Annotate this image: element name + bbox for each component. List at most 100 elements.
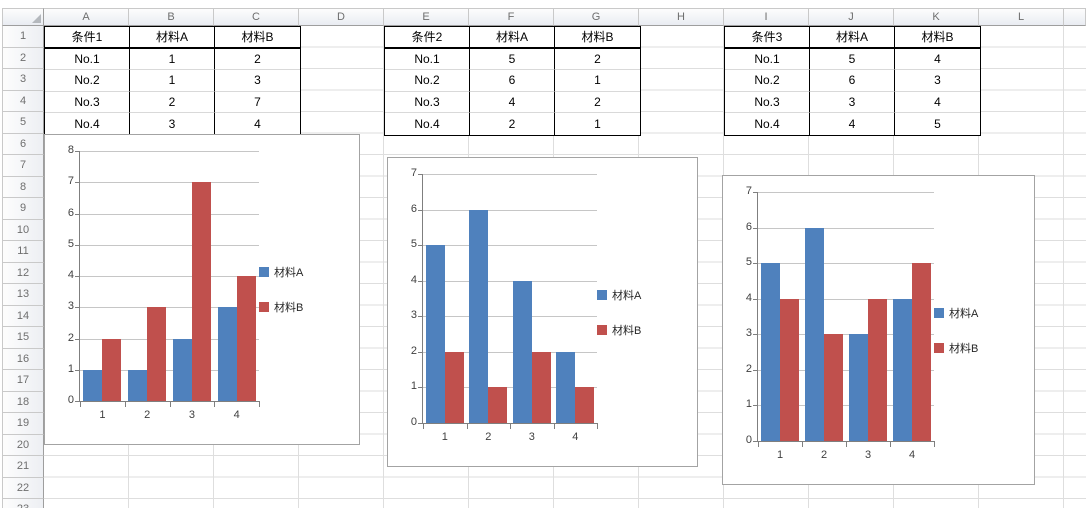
table-cell[interactable]: 2 xyxy=(555,92,640,113)
row-header-15[interactable]: 15 xyxy=(2,327,44,349)
table-header-cell[interactable]: 材料B xyxy=(895,27,980,49)
row-header-7[interactable]: 7 xyxy=(2,155,44,177)
row-header-6[interactable]: 6 xyxy=(2,133,44,155)
table-cell[interactable]: 4 xyxy=(470,91,555,113)
table-cell[interactable]: 4 xyxy=(810,113,895,135)
table-cell[interactable]: 4 xyxy=(254,116,261,131)
table-cell[interactable]: 7 xyxy=(215,92,300,113)
table-cell[interactable]: 6 xyxy=(470,70,555,92)
table-cell[interactable]: No.1 xyxy=(725,48,810,70)
table-cell[interactable]: No.3 xyxy=(725,91,810,113)
x-axis-tick-mark xyxy=(214,401,216,407)
table-cell[interactable]: No.1 xyxy=(45,48,130,70)
column-header-K[interactable]: K xyxy=(894,8,979,26)
chart-condition3[interactable]: 0 1 2 3 4 5 6 7 1 2 3 4 材料A 材料B xyxy=(722,175,1035,485)
row-header-20[interactable]: 20 xyxy=(2,434,44,456)
legend-item-材料B: 材料B xyxy=(597,322,695,338)
column-header-F[interactable]: F xyxy=(469,8,554,26)
bar-group-4 xyxy=(890,192,934,441)
table-header-cell[interactable]: 材料A xyxy=(470,27,555,49)
chart-condition2[interactable]: 0 1 2 3 4 5 6 7 1 2 3 4 材料A 材料B xyxy=(387,157,698,467)
row-header-11[interactable]: 11 xyxy=(2,241,44,263)
table-cell[interactable]: 3 xyxy=(130,113,215,135)
row-header-5[interactable]: 5 xyxy=(2,112,44,134)
row-header-8[interactable]: 8 xyxy=(2,176,44,198)
table-cell[interactable]: 5 xyxy=(470,48,555,70)
table-cell[interactable]: 3 xyxy=(215,70,300,92)
column-header-J[interactable]: J xyxy=(809,8,894,26)
table-cell[interactable]: No.2 xyxy=(725,70,810,92)
table-header-cell[interactable]: 条件3 xyxy=(725,27,810,49)
bar-材料A-3 xyxy=(512,280,532,423)
data-table-condition2[interactable]: 条件2 材料A 材料B No.1 5 2 No.2 6 1 No.3 4 2 No.4 2 1 xyxy=(384,26,641,136)
column-header-H[interactable]: H xyxy=(639,8,724,26)
column-header-C[interactable]: C xyxy=(214,8,299,26)
column-header-D[interactable]: D xyxy=(299,8,384,26)
row-header-23[interactable]: 23 xyxy=(2,499,44,508)
data-table-condition3[interactable]: 条件3 材料A 材料B No.1 5 4 No.2 6 3 No.3 3 4 No.4 4 5 xyxy=(724,26,981,136)
row-header-2[interactable]: 2 xyxy=(2,47,44,69)
table-header-cell[interactable]: 材料A xyxy=(810,27,895,49)
table-cell[interactable]: 2 xyxy=(555,49,640,70)
row-header-17[interactable]: 17 xyxy=(2,370,44,392)
table-cell[interactable]: 4 xyxy=(895,92,980,113)
table-cell[interactable]: No.1 xyxy=(385,48,470,70)
bar-材料B-4 xyxy=(912,263,931,441)
table-cell[interactable]: No.3 xyxy=(385,91,470,113)
row-header-12[interactable]: 12 xyxy=(2,262,44,284)
table-cell[interactable]: 2 xyxy=(470,113,555,135)
table-cell[interactable]: No.3 xyxy=(45,91,130,113)
column-header-B[interactable]: B xyxy=(129,8,214,26)
row-header-18[interactable]: 18 xyxy=(2,391,44,413)
row-header-4[interactable]: 4 xyxy=(2,90,44,112)
column-header-G[interactable]: G xyxy=(554,8,639,26)
table-cell[interactable]: 1 xyxy=(594,116,601,131)
table-header-cell[interactable]: 材料B xyxy=(215,27,300,49)
table-header-cell[interactable]: 条件2 xyxy=(385,27,470,49)
column-header-A[interactable]: A xyxy=(44,8,129,26)
row-header-14[interactable]: 14 xyxy=(2,305,44,327)
table-cell[interactable]: 4 xyxy=(895,49,980,70)
table-header-cell[interactable]: 条件1 xyxy=(45,27,130,49)
row-header-1[interactable]: 1 xyxy=(2,26,44,48)
legend-swatch-icon xyxy=(597,289,607,300)
chart-condition1[interactable]: 0 1 2 3 4 5 6 7 8 1 2 3 4 材料A 材料B xyxy=(44,134,360,445)
select-all-button[interactable] xyxy=(2,8,44,26)
table-cell[interactable]: No.4 xyxy=(725,113,810,135)
data-table-condition1[interactable]: 条件1 材料A 材料B No.1 1 2 No.2 1 3 No.3 2 7 No.4 3 4 xyxy=(44,26,301,136)
table-cell[interactable]: 6 xyxy=(810,70,895,92)
table-cell[interactable]: No.2 xyxy=(385,70,470,92)
y-axis-tick-label: 3 xyxy=(67,300,74,313)
table-cell[interactable]: 3 xyxy=(810,91,895,113)
table-cell[interactable]: No.4 xyxy=(45,113,130,135)
row-header-9[interactable]: 9 xyxy=(2,198,44,220)
row-header-13[interactable]: 13 xyxy=(2,284,44,306)
chart-legend: 材料A 材料B xyxy=(259,135,357,444)
table-cell[interactable]: 1 xyxy=(555,70,640,92)
bar-材料B-3 xyxy=(531,351,551,423)
table-header-cell[interactable]: 材料A xyxy=(130,27,215,49)
row-header-16[interactable]: 16 xyxy=(2,348,44,370)
row-header-3[interactable]: 3 xyxy=(2,69,44,91)
table-cell[interactable]: 2 xyxy=(215,49,300,70)
table-cell[interactable]: 2 xyxy=(130,91,215,113)
table-cell[interactable]: No.2 xyxy=(45,70,130,92)
column-header-L[interactable]: L xyxy=(979,8,1064,26)
y-axis-tick-label: 4 xyxy=(745,291,752,304)
chart-gridline xyxy=(80,338,259,340)
table-cell[interactable]: 3 xyxy=(895,70,980,92)
table-cell[interactable]: 1 xyxy=(130,70,215,92)
table-header-cell[interactable]: 材料B xyxy=(555,27,640,49)
row-header-21[interactable]: 21 xyxy=(2,456,44,478)
table-cell[interactable]: 5 xyxy=(934,116,941,131)
table-cell[interactable]: 1 xyxy=(130,48,215,70)
row-header-22[interactable]: 22 xyxy=(2,477,44,499)
table-cell[interactable]: No.4 xyxy=(385,113,470,135)
row-header-19[interactable]: 19 xyxy=(2,413,44,435)
row-header-10[interactable]: 10 xyxy=(2,219,44,241)
table-cell[interactable]: 5 xyxy=(810,48,895,70)
legend-label: 材料A xyxy=(949,307,979,320)
column-header-E[interactable]: E xyxy=(384,8,469,26)
column-header-I[interactable]: I xyxy=(724,8,809,26)
